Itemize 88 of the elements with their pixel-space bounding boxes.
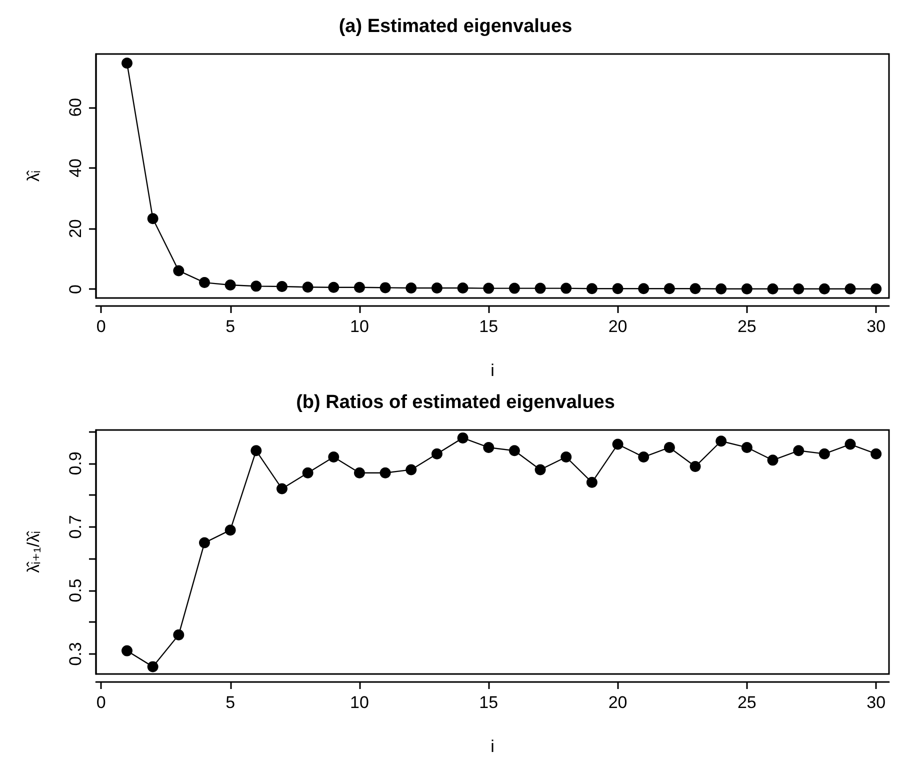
point: [508, 445, 520, 456]
point: [276, 280, 288, 292]
point: [224, 524, 236, 536]
x-tick-label: 5: [226, 317, 236, 336]
point: [560, 452, 572, 462]
y-axis-title: λ̂ᵢ: [24, 170, 43, 182]
point: [716, 436, 727, 447]
point: [199, 277, 210, 288]
point: [457, 282, 468, 294]
point: [483, 442, 494, 453]
point: [431, 282, 442, 294]
point: [302, 282, 314, 293]
point: [793, 283, 804, 294]
x-tick-label: 15: [479, 317, 498, 336]
x-tick-label: 20: [608, 317, 628, 336]
point: [690, 283, 701, 294]
point: [250, 280, 262, 292]
point: [534, 464, 546, 476]
x-tick-label: 5: [226, 693, 236, 712]
point: [276, 483, 288, 494]
point: [457, 432, 468, 444]
point: [147, 661, 158, 672]
point: [844, 283, 856, 294]
point: [612, 283, 624, 294]
point: [122, 58, 132, 69]
point: [844, 438, 856, 450]
point: [586, 476, 598, 488]
point: [612, 438, 624, 450]
x-tick-label: 10: [350, 317, 369, 336]
y-tick-label: 20: [66, 219, 85, 238]
point: [147, 213, 158, 224]
point: [508, 282, 520, 294]
point: [483, 282, 494, 294]
x-tick-label: 25: [737, 317, 756, 336]
point: [767, 283, 778, 294]
point: [664, 283, 675, 294]
point: [302, 467, 314, 478]
point: [664, 442, 675, 453]
point: [354, 467, 365, 478]
point: [793, 445, 804, 456]
y-tick-label: 0.5: [66, 578, 85, 602]
point: [380, 282, 391, 294]
point: [380, 467, 391, 478]
y-tick-label: 0.7: [66, 515, 85, 539]
x-axis-title: i: [490, 361, 494, 380]
x-tick-label: 25: [737, 693, 756, 712]
x-tick-label: 0: [96, 317, 106, 336]
point: [638, 283, 650, 294]
point: [586, 283, 598, 294]
point: [818, 448, 830, 460]
y-tick-label: 0: [66, 284, 85, 294]
point: [690, 461, 701, 472]
point: [818, 283, 830, 294]
y-tick-label: 40: [66, 158, 85, 178]
point: [560, 282, 572, 294]
point: [870, 283, 882, 294]
point: [406, 282, 417, 294]
x-tick-label: 30: [866, 693, 886, 712]
point: [767, 454, 778, 466]
x-tick-label: 20: [608, 693, 628, 712]
x-tick-label: 0: [96, 693, 106, 712]
point: [716, 283, 727, 294]
y-tick-label: 0.3: [66, 642, 85, 666]
point: [741, 283, 752, 294]
point: [122, 645, 132, 656]
point: [741, 442, 752, 453]
point: [224, 279, 236, 290]
x-tick-label: 15: [479, 693, 498, 712]
point: [638, 452, 650, 462]
x-tick-label: 30: [866, 317, 886, 336]
point: [328, 282, 340, 293]
y-tick-label: 0.9: [66, 452, 85, 476]
point: [431, 448, 442, 460]
chart-title: (b) Ratios of estimated eigenvalues: [296, 392, 615, 413]
point: [173, 629, 184, 640]
x-tick-label: 10: [350, 693, 369, 712]
point: [354, 282, 365, 293]
point: [534, 282, 546, 294]
point: [328, 452, 340, 462]
y-axis-title: λ̂ᵢ₊₁/λ̂ᵢ: [24, 530, 43, 573]
point: [250, 445, 262, 456]
point: [870, 448, 882, 460]
y-tick-label: 60: [66, 98, 85, 117]
point: [173, 265, 184, 276]
point: [406, 464, 417, 476]
point: [199, 537, 210, 548]
chart-title: (a) Estimated eigenvalues: [338, 16, 572, 37]
x-axis-title: i: [490, 737, 494, 756]
